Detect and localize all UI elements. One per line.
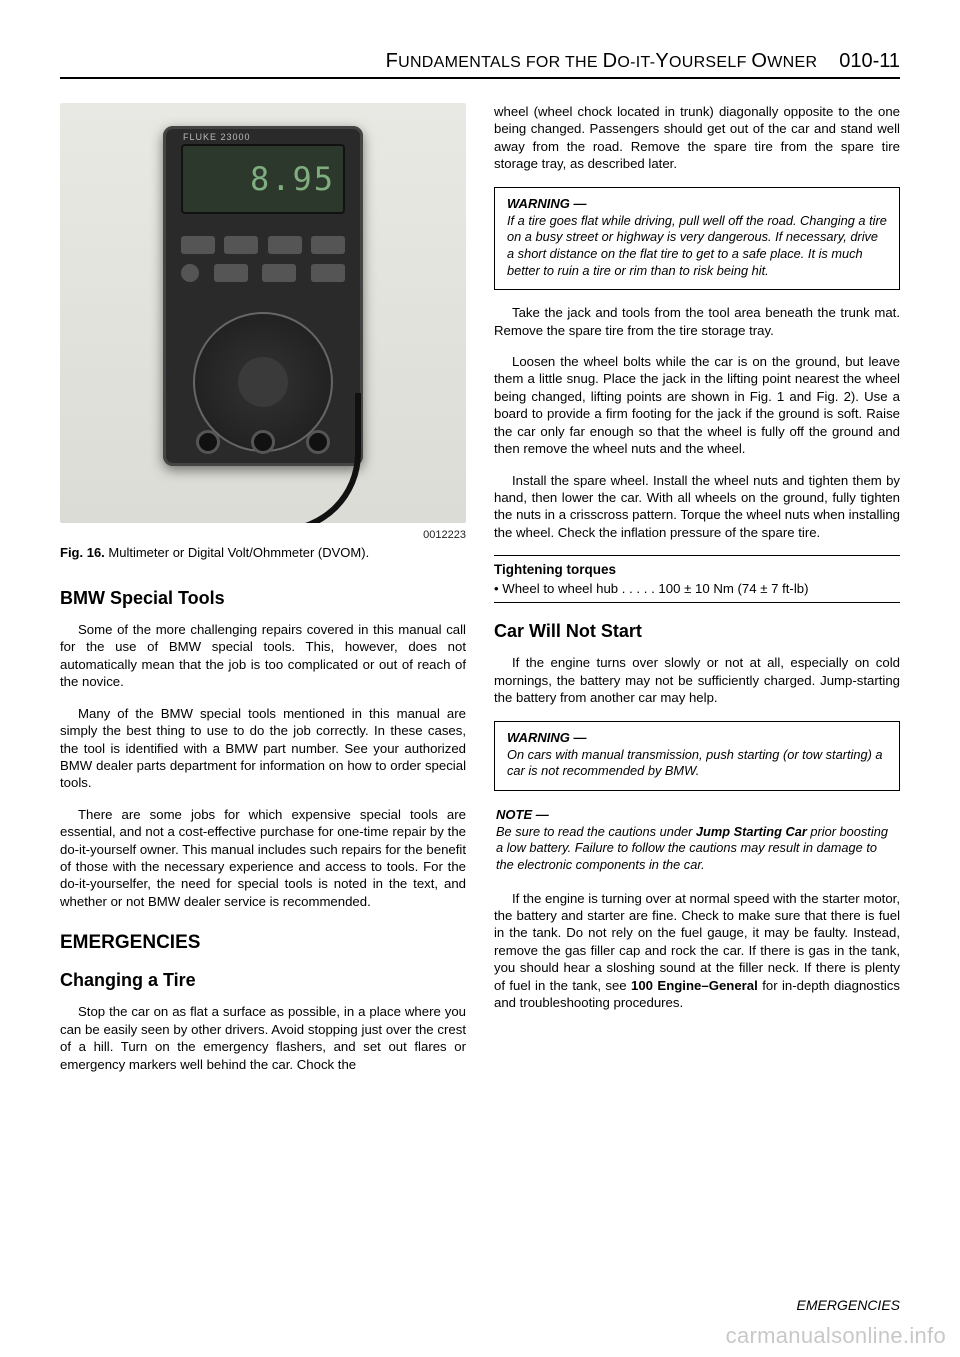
meter-btn bbox=[311, 236, 345, 254]
t: Be sure to read the cautions under bbox=[496, 824, 696, 839]
footer-section-label: EMERGENCIES bbox=[797, 1297, 900, 1313]
page-code: 010-11 bbox=[839, 50, 900, 72]
heading-car-will-not-start: Car Will Not Start bbox=[494, 621, 900, 642]
warning-text: On cars with manual transmission, push s… bbox=[507, 747, 887, 780]
meter-buttons-row1 bbox=[181, 236, 345, 254]
tt-title: Tightening torques bbox=[494, 562, 900, 577]
t: O bbox=[751, 50, 767, 72]
t: Y bbox=[655, 50, 669, 72]
meter-btn bbox=[268, 236, 302, 254]
t: D bbox=[603, 50, 618, 72]
figure-id: 0012223 bbox=[60, 529, 466, 541]
meter-cord bbox=[271, 393, 361, 523]
meter-buttons-row2 bbox=[181, 264, 345, 282]
left-column: FLUKE 23000 8.95 0012223 F bbox=[60, 103, 466, 1087]
meter-btn bbox=[262, 264, 296, 282]
warning-text: If a tire goes flat while driving, pull … bbox=[507, 213, 887, 280]
paragraph: Many of the BMW special tools mentioned … bbox=[60, 705, 466, 792]
figure-caption: Fig. 16. Multimeter or Digital Volt/Ohmm… bbox=[60, 545, 466, 560]
fig-text: Multimeter or Digital Volt/Ohmmeter (DVO… bbox=[105, 545, 369, 560]
t: Jump Starting Car bbox=[696, 824, 807, 839]
note-text: Be sure to read the cautions under Jump … bbox=[496, 824, 898, 874]
meter-screen: 8.95 bbox=[181, 144, 345, 214]
header-title: FUNDAMENTALS FOR THE DO-IT-YOURSELF OWNE… bbox=[386, 50, 824, 72]
tt-line: • Wheel to wheel hub . . . . . 100 ± 10 … bbox=[494, 581, 900, 596]
paragraph: Take the jack and tools from the tool ar… bbox=[494, 304, 900, 339]
paragraph: Some of the more challenging repairs cov… bbox=[60, 621, 466, 691]
page: FUNDAMENTALS FOR THE DO-IT-YOURSELF OWNE… bbox=[0, 0, 960, 1357]
paragraph: There are some jobs for which expensive … bbox=[60, 806, 466, 911]
t: UNDAMENTALS FOR THE bbox=[398, 54, 603, 71]
right-column: wheel (wheel chock located in trunk) dia… bbox=[494, 103, 900, 1087]
t: WNER bbox=[767, 54, 817, 71]
heading-bmw-special-tools: BMW Special Tools bbox=[60, 588, 466, 609]
paragraph: If the engine is turning over at normal … bbox=[494, 890, 900, 1012]
warning-box-1: WARNING — If a tire goes flat while driv… bbox=[494, 187, 900, 291]
note-title: NOTE — bbox=[496, 807, 898, 822]
page-header: FUNDAMENTALS FOR THE DO-IT-YOURSELF OWNE… bbox=[60, 50, 900, 79]
meter-btn bbox=[311, 264, 345, 282]
t: O-IT- bbox=[617, 54, 655, 71]
paragraph: If the engine turns over slowly or not a… bbox=[494, 654, 900, 706]
warning-box-2: WARNING — On cars with manual transmissi… bbox=[494, 721, 900, 791]
paragraph: Stop the car on as flat a surface as pos… bbox=[60, 1003, 466, 1073]
note-box: NOTE — Be sure to read the cautions unde… bbox=[494, 805, 900, 876]
t: F bbox=[386, 50, 399, 72]
meter-brand: FLUKE 23000 bbox=[183, 132, 251, 142]
content-columns: FLUKE 23000 8.95 0012223 F bbox=[60, 103, 900, 1087]
meter-btn bbox=[224, 236, 258, 254]
jack bbox=[196, 430, 220, 454]
meter-btn bbox=[181, 236, 215, 254]
meter-btn bbox=[181, 264, 199, 282]
fig-num: Fig. 16. bbox=[60, 545, 105, 560]
heading-emergencies: EMERGENCIES bbox=[60, 932, 466, 954]
paragraph: Loosen the wheel bolts while the car is … bbox=[494, 353, 900, 458]
tightening-torques-block: Tightening torques • Wheel to wheel hub … bbox=[494, 555, 900, 603]
figure-multimeter: FLUKE 23000 8.95 bbox=[60, 103, 466, 523]
meter-btn bbox=[214, 264, 248, 282]
paragraph: wheel (wheel chock located in trunk) dia… bbox=[494, 103, 900, 173]
warning-title: WARNING — bbox=[507, 730, 887, 745]
watermark: carmanualsonline.info bbox=[726, 1323, 946, 1349]
t: OURSELF bbox=[669, 54, 751, 71]
paragraph: Install the spare wheel. Install the whe… bbox=[494, 472, 900, 542]
heading-changing-tire: Changing a Tire bbox=[60, 970, 466, 991]
t: 100 Engine–General bbox=[631, 978, 758, 993]
warning-title: WARNING — bbox=[507, 196, 887, 211]
